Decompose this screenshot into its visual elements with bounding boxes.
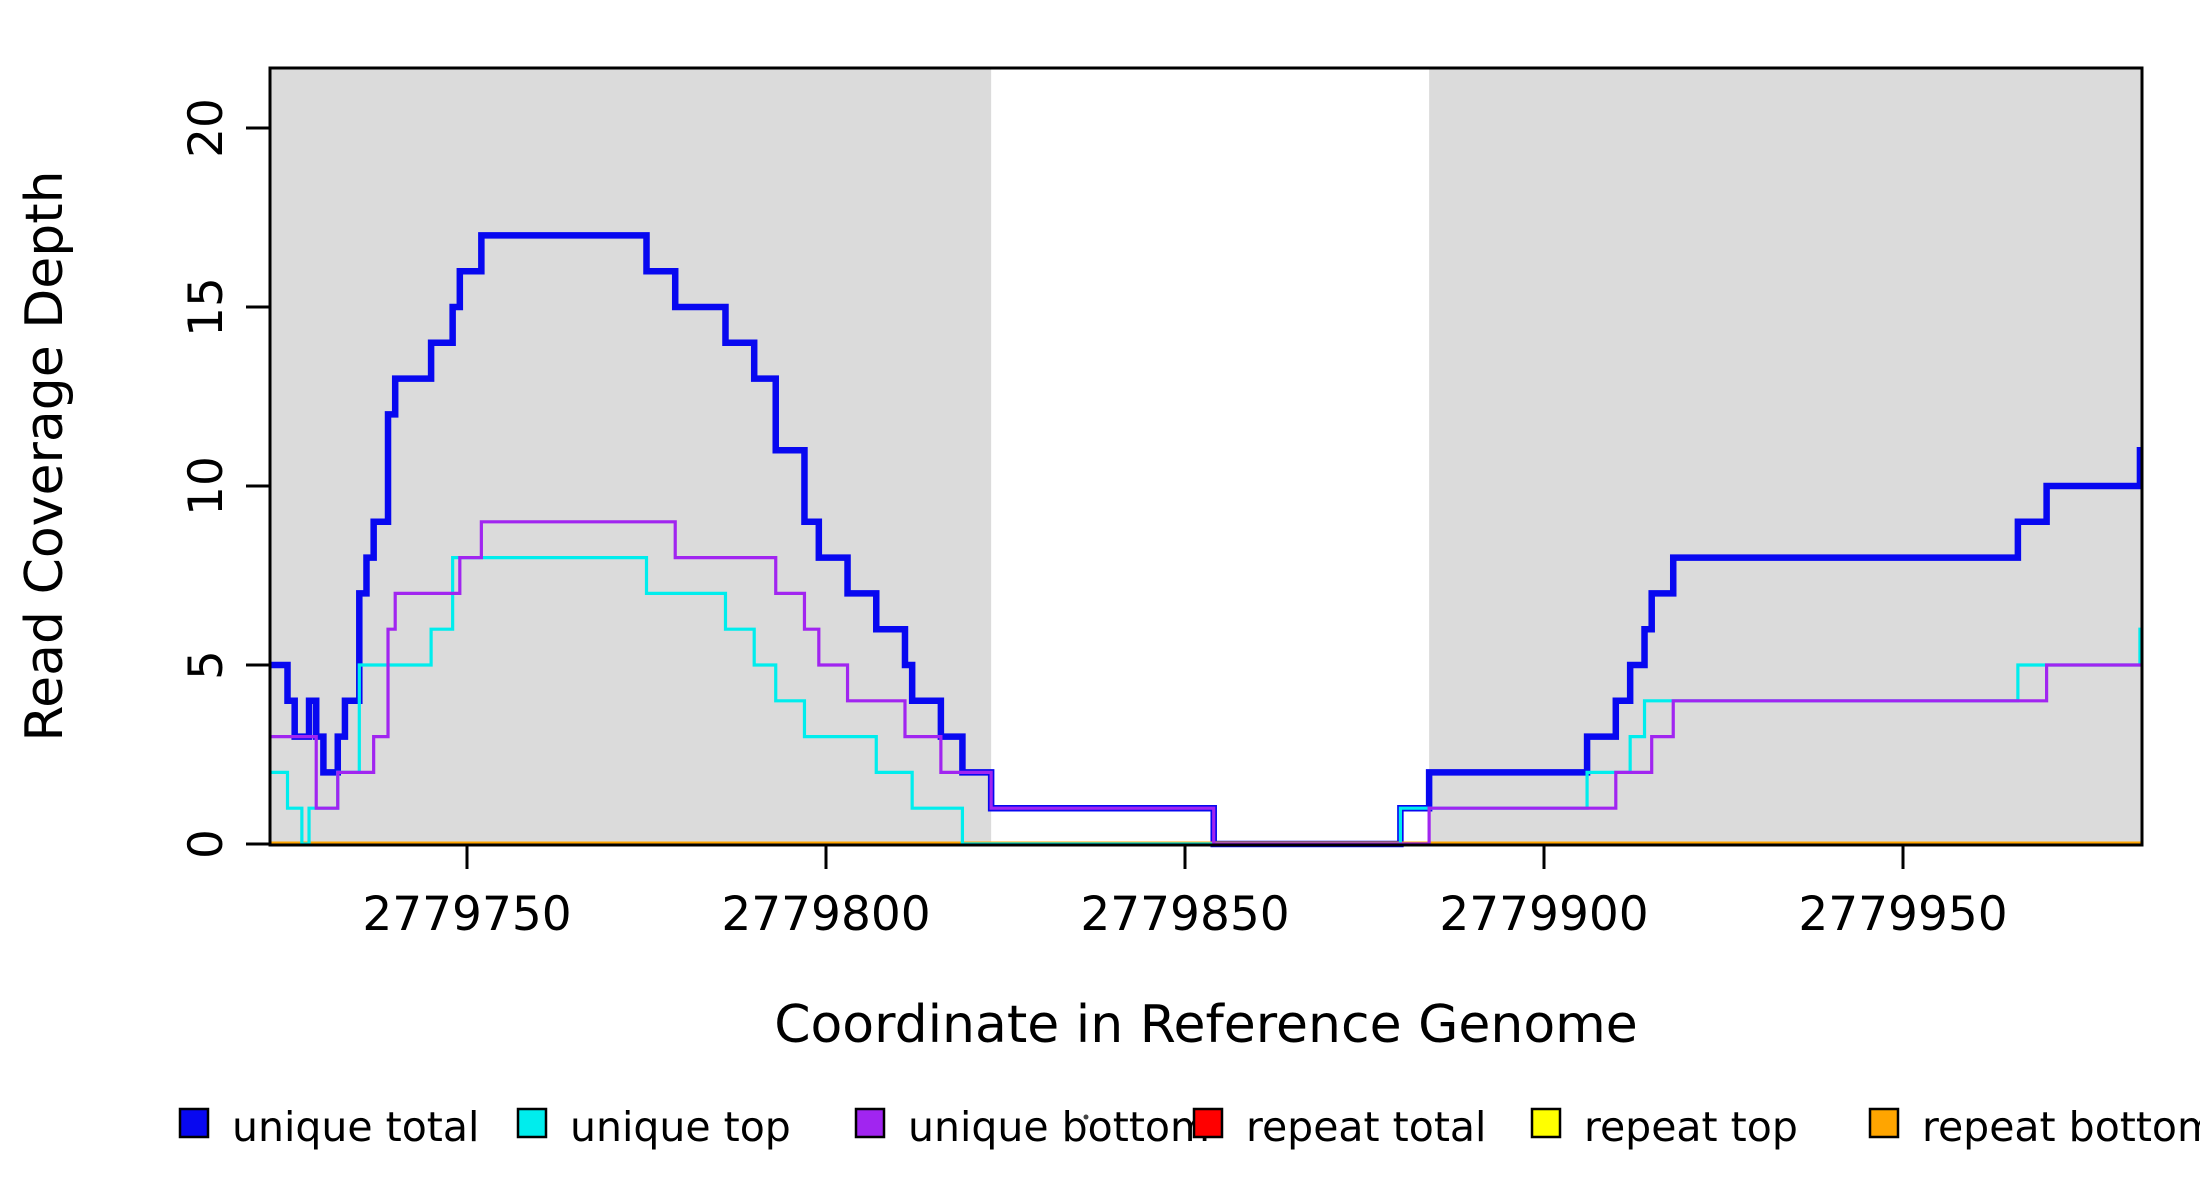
plot-border <box>268 66 2144 847</box>
legend-swatch-repeat-total <box>1192 1107 1224 1139</box>
legend-swatch-repeat-top <box>1530 1107 1562 1139</box>
chart-legend: unique total unique top unique bottom repea… <box>178 1103 2200 1151</box>
unique-region-1 <box>270 68 992 845</box>
y-tick-label: 20 <box>179 98 234 158</box>
legend-label-repeat-top: repeat top <box>1584 1103 1798 1151</box>
x-axis-ticks: 2779750 2779800 2779850 2779900 2779950 <box>362 845 2008 942</box>
x-tick-label: 2779800 <box>721 887 930 942</box>
legend-label-unique-bottom: unique bottom <box>908 1103 1210 1151</box>
y-tick-label: 10 <box>179 456 234 516</box>
series-line-unique-total <box>270 232 2144 848</box>
legend-label-unique-total: unique total <box>232 1103 479 1151</box>
y-axis-ticks: 0 5 10 15 20 <box>179 98 270 859</box>
legend-swatch-unique-total <box>178 1107 210 1139</box>
x-axis-title: Coordinate in Reference Genome <box>774 995 1638 1055</box>
plot-frame <box>268 66 2144 847</box>
legend-label-repeat-bottom: repeat bottom <box>1922 1103 2200 1151</box>
unique-region-2 <box>1429 68 2142 845</box>
legend-swatch-repeat-bottom <box>1868 1107 1900 1139</box>
y-axis-title: Read Coverage Depth <box>15 170 75 741</box>
series-line-unique-bottom <box>270 520 2142 846</box>
y-tick-label: 0 <box>179 829 234 859</box>
shaded-unique-regions <box>270 68 2142 845</box>
x-tick-label: 2779850 <box>1080 887 1289 942</box>
x-tick-label: 2779900 <box>1439 887 1648 942</box>
legend-label-repeat-total: repeat total <box>1246 1103 1486 1151</box>
legend-swatch-unique-top <box>516 1107 548 1139</box>
x-tick-label: 2779750 <box>362 887 571 942</box>
stray-dot-artifact <box>1083 1114 1089 1120</box>
legend-label-unique-top: unique top <box>570 1103 791 1151</box>
y-tick-label: 5 <box>179 650 234 680</box>
x-tick-label: 2779950 <box>1798 887 2007 942</box>
legend-swatch-unique-bottom <box>854 1107 886 1139</box>
y-tick-label: 15 <box>179 277 234 337</box>
